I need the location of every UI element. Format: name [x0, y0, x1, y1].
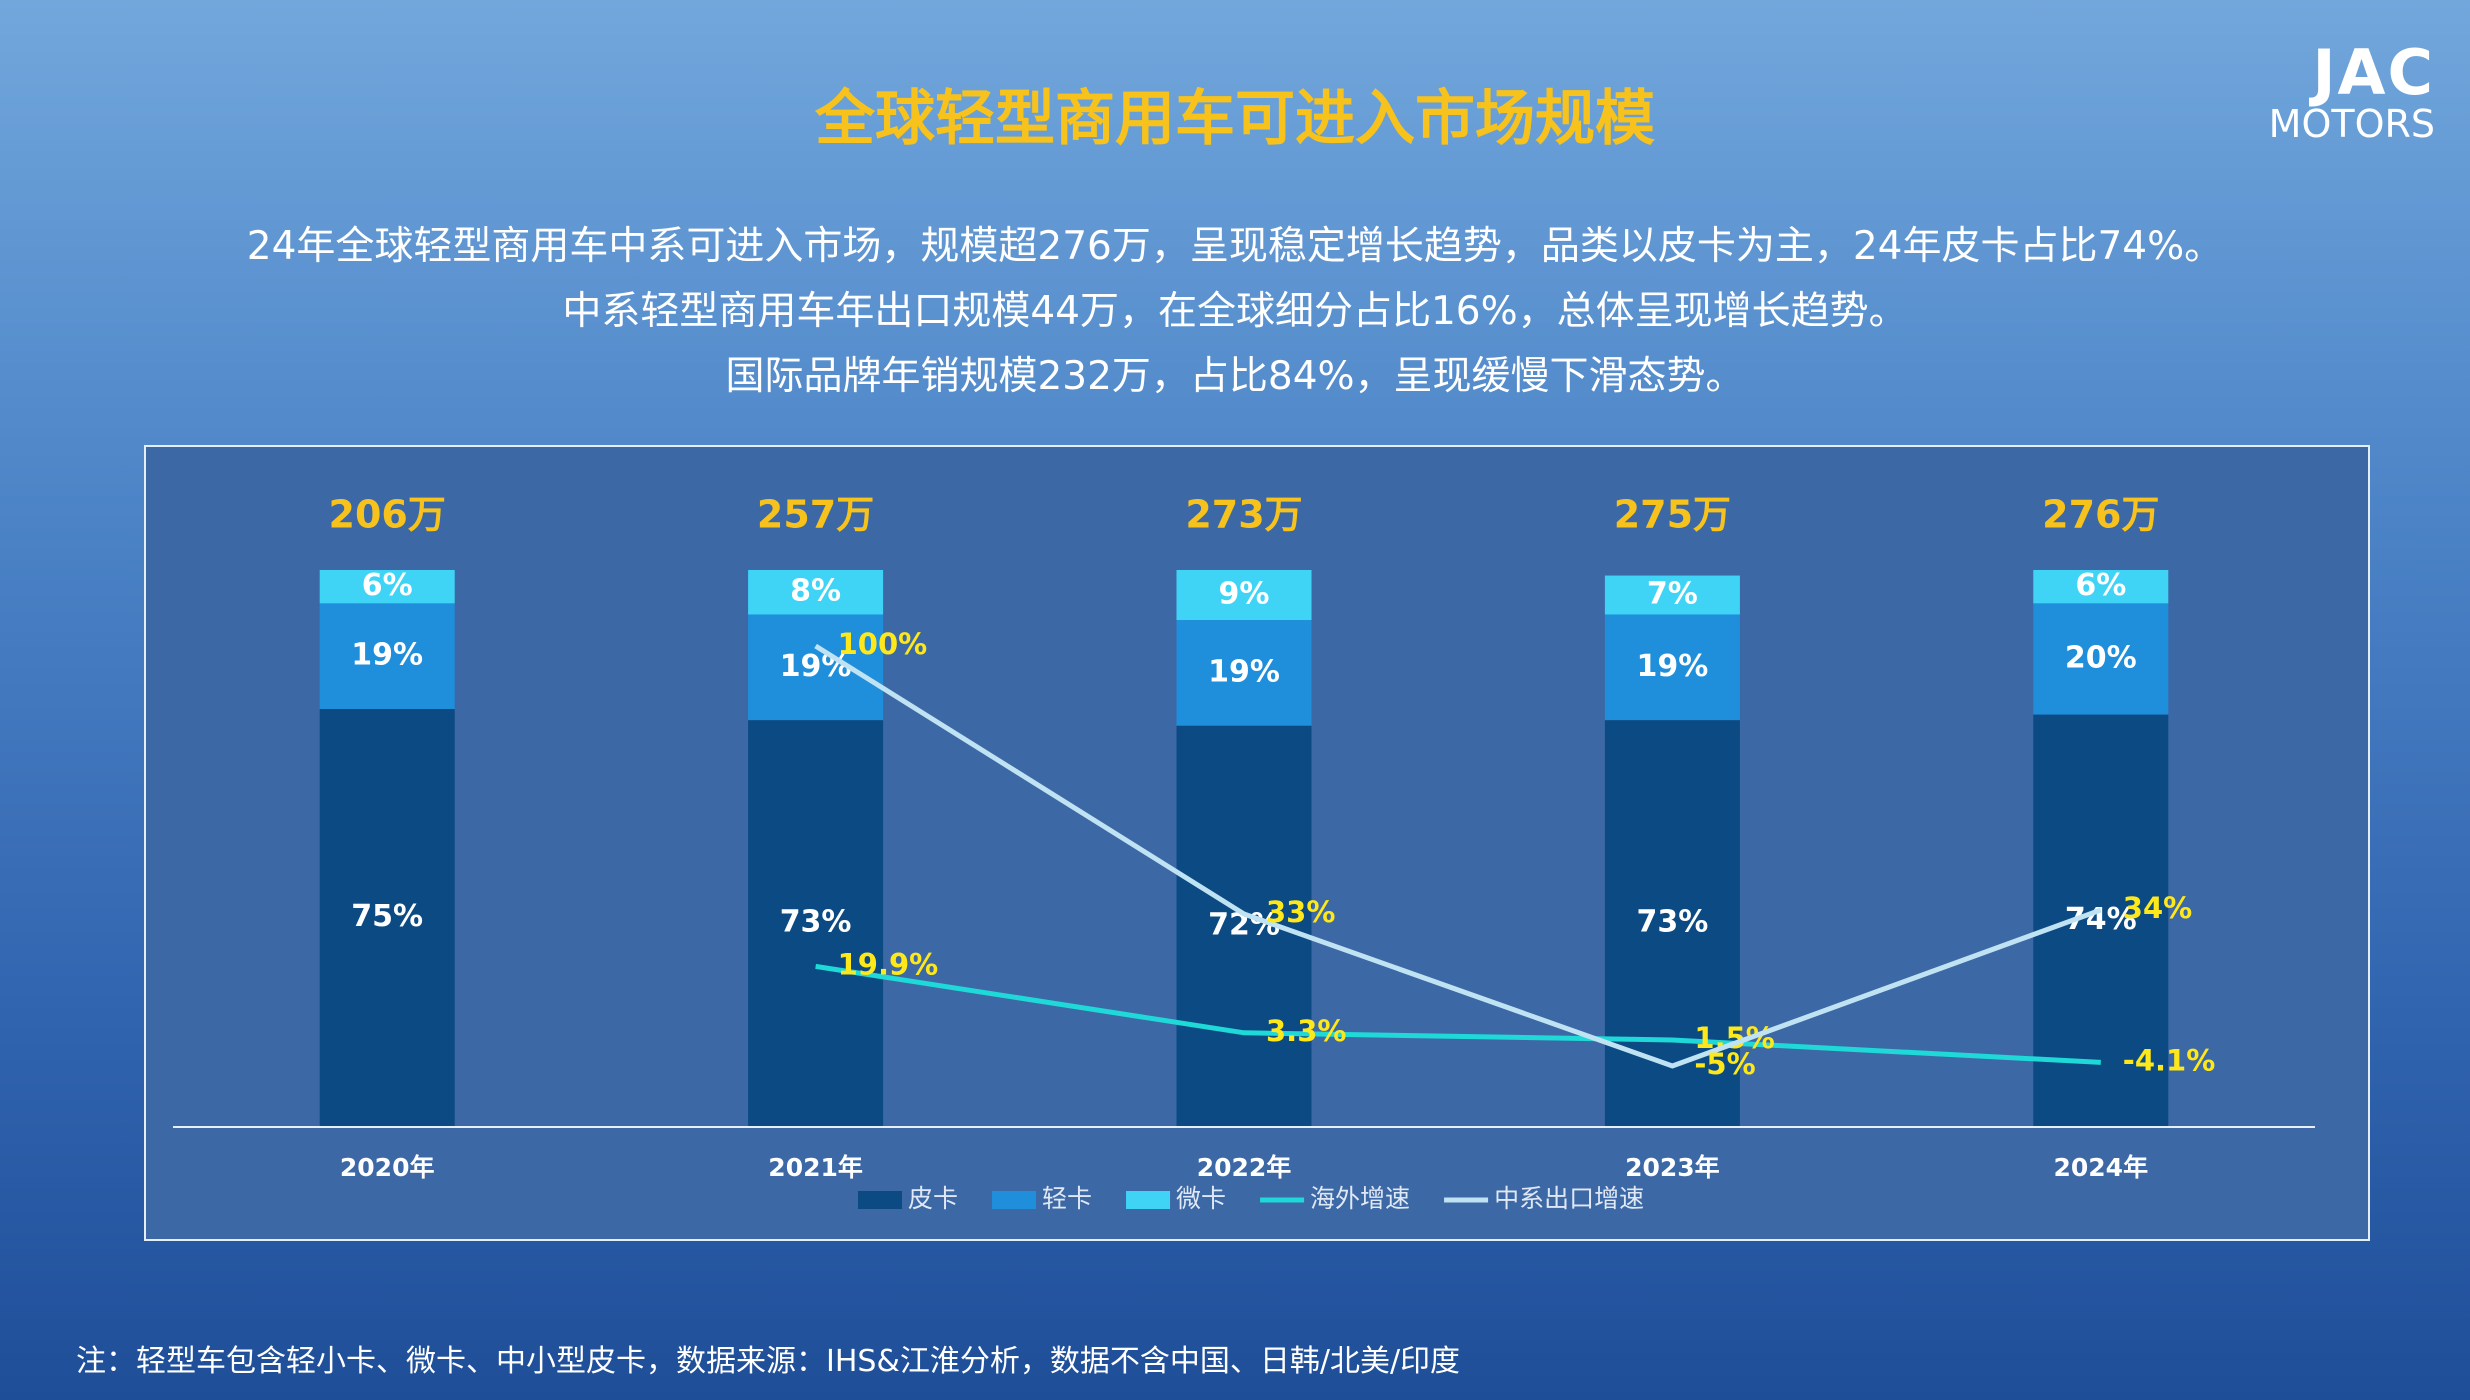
- bar-segment: [748, 570, 884, 615]
- bar-segment: [1176, 620, 1312, 726]
- legend-label: 中系出口增速: [1494, 1184, 1644, 1213]
- bar-segment: [1176, 725, 1312, 1126]
- legend-label: 微卡: [1176, 1184, 1226, 1213]
- line-label: 19.9%: [838, 947, 939, 981]
- segment-label: 73%: [780, 905, 852, 940]
- x-tick-label: 2023年: [1625, 1153, 1720, 1182]
- segment-label: 9%: [1219, 577, 1270, 612]
- legend-swatch: [1126, 1191, 1171, 1209]
- summary-line: 24年全球轻型商用车中系可进入市场，规模超276万，呈现稳定增长趋势，品类以皮卡…: [246, 224, 2224, 269]
- segment-label: 75%: [351, 899, 423, 934]
- footnote: 注：轻型车包含轻小卡、微卡、中小型皮卡，数据来源：IHS&江淮分析，数据不含中国…: [76, 1344, 1461, 1379]
- x-tick-label: 2022年: [1197, 1153, 1292, 1182]
- segment-label: 19%: [351, 638, 423, 673]
- bar-segment: [1604, 575, 1740, 615]
- segment-label: 6%: [362, 568, 413, 603]
- logo-text: JAC: [2312, 36, 2435, 109]
- segment-label: 19%: [1636, 649, 1708, 684]
- segment-label: 73%: [1636, 905, 1708, 940]
- legend-label: 海外增速: [1310, 1184, 1410, 1213]
- x-tick-label: 2021年: [768, 1153, 863, 1182]
- bar-segment: [2033, 714, 2169, 1126]
- segment-label: 8%: [790, 574, 841, 609]
- bar-segment: [2033, 570, 2169, 604]
- segment-label: 20%: [2065, 640, 2137, 675]
- x-tick-label: 2024年: [2054, 1153, 2149, 1182]
- segment-label: 19%: [780, 649, 852, 684]
- line-label: 1.5%: [1694, 1021, 1774, 1055]
- line-label: 3.3%: [1266, 1014, 1346, 1048]
- total-label: 257万: [757, 493, 874, 537]
- legend-label: 皮卡: [908, 1184, 958, 1213]
- line-label: 33%: [1266, 895, 1335, 929]
- summary-line: 中系轻型商用车年出口规模44万，在全球细分占比16%，总体呈现增长趋势。: [562, 289, 1908, 334]
- summary-line: 国际品牌年销规模232万，占比84%，呈现缓慢下滑态势。: [725, 354, 1745, 399]
- bar-segment: [2033, 603, 2169, 715]
- total-label: 276万: [2042, 493, 2159, 537]
- bar-segment: [1604, 720, 1740, 1126]
- legend-label: 轻卡: [1042, 1184, 1092, 1213]
- segment-label: 6%: [2075, 568, 2126, 603]
- bar-segment: [319, 570, 455, 604]
- bar-segment: [319, 603, 455, 709]
- x-tick-label: 2020年: [340, 1153, 435, 1182]
- line-series: [815, 963, 2101, 1065]
- legend-swatch: [858, 1191, 902, 1209]
- total-label: 273万: [1185, 493, 1302, 537]
- line-label: 100%: [838, 627, 928, 661]
- line-label: 34%: [2123, 891, 2192, 925]
- line-label: -4.1%: [2123, 1043, 2215, 1077]
- line-label: -5%: [1694, 1047, 1755, 1081]
- segment-label: 19%: [1208, 654, 1280, 689]
- total-label: 206万: [329, 493, 446, 537]
- bar-segment: [748, 614, 884, 721]
- slide-title: 全球轻型商用车可进入市场规模: [815, 84, 1655, 154]
- bar-segment: [1176, 570, 1312, 621]
- bar-segment: [319, 709, 455, 1126]
- bar-segment: [1604, 614, 1740, 721]
- logo-text: MOTORS: [2268, 102, 2435, 146]
- total-label: 275万: [1614, 493, 1731, 537]
- segment-label: 7%: [1647, 577, 1698, 612]
- line-series: [814, 643, 2102, 1069]
- legend-swatch: [992, 1191, 1037, 1209]
- bar-segment: [748, 720, 884, 1126]
